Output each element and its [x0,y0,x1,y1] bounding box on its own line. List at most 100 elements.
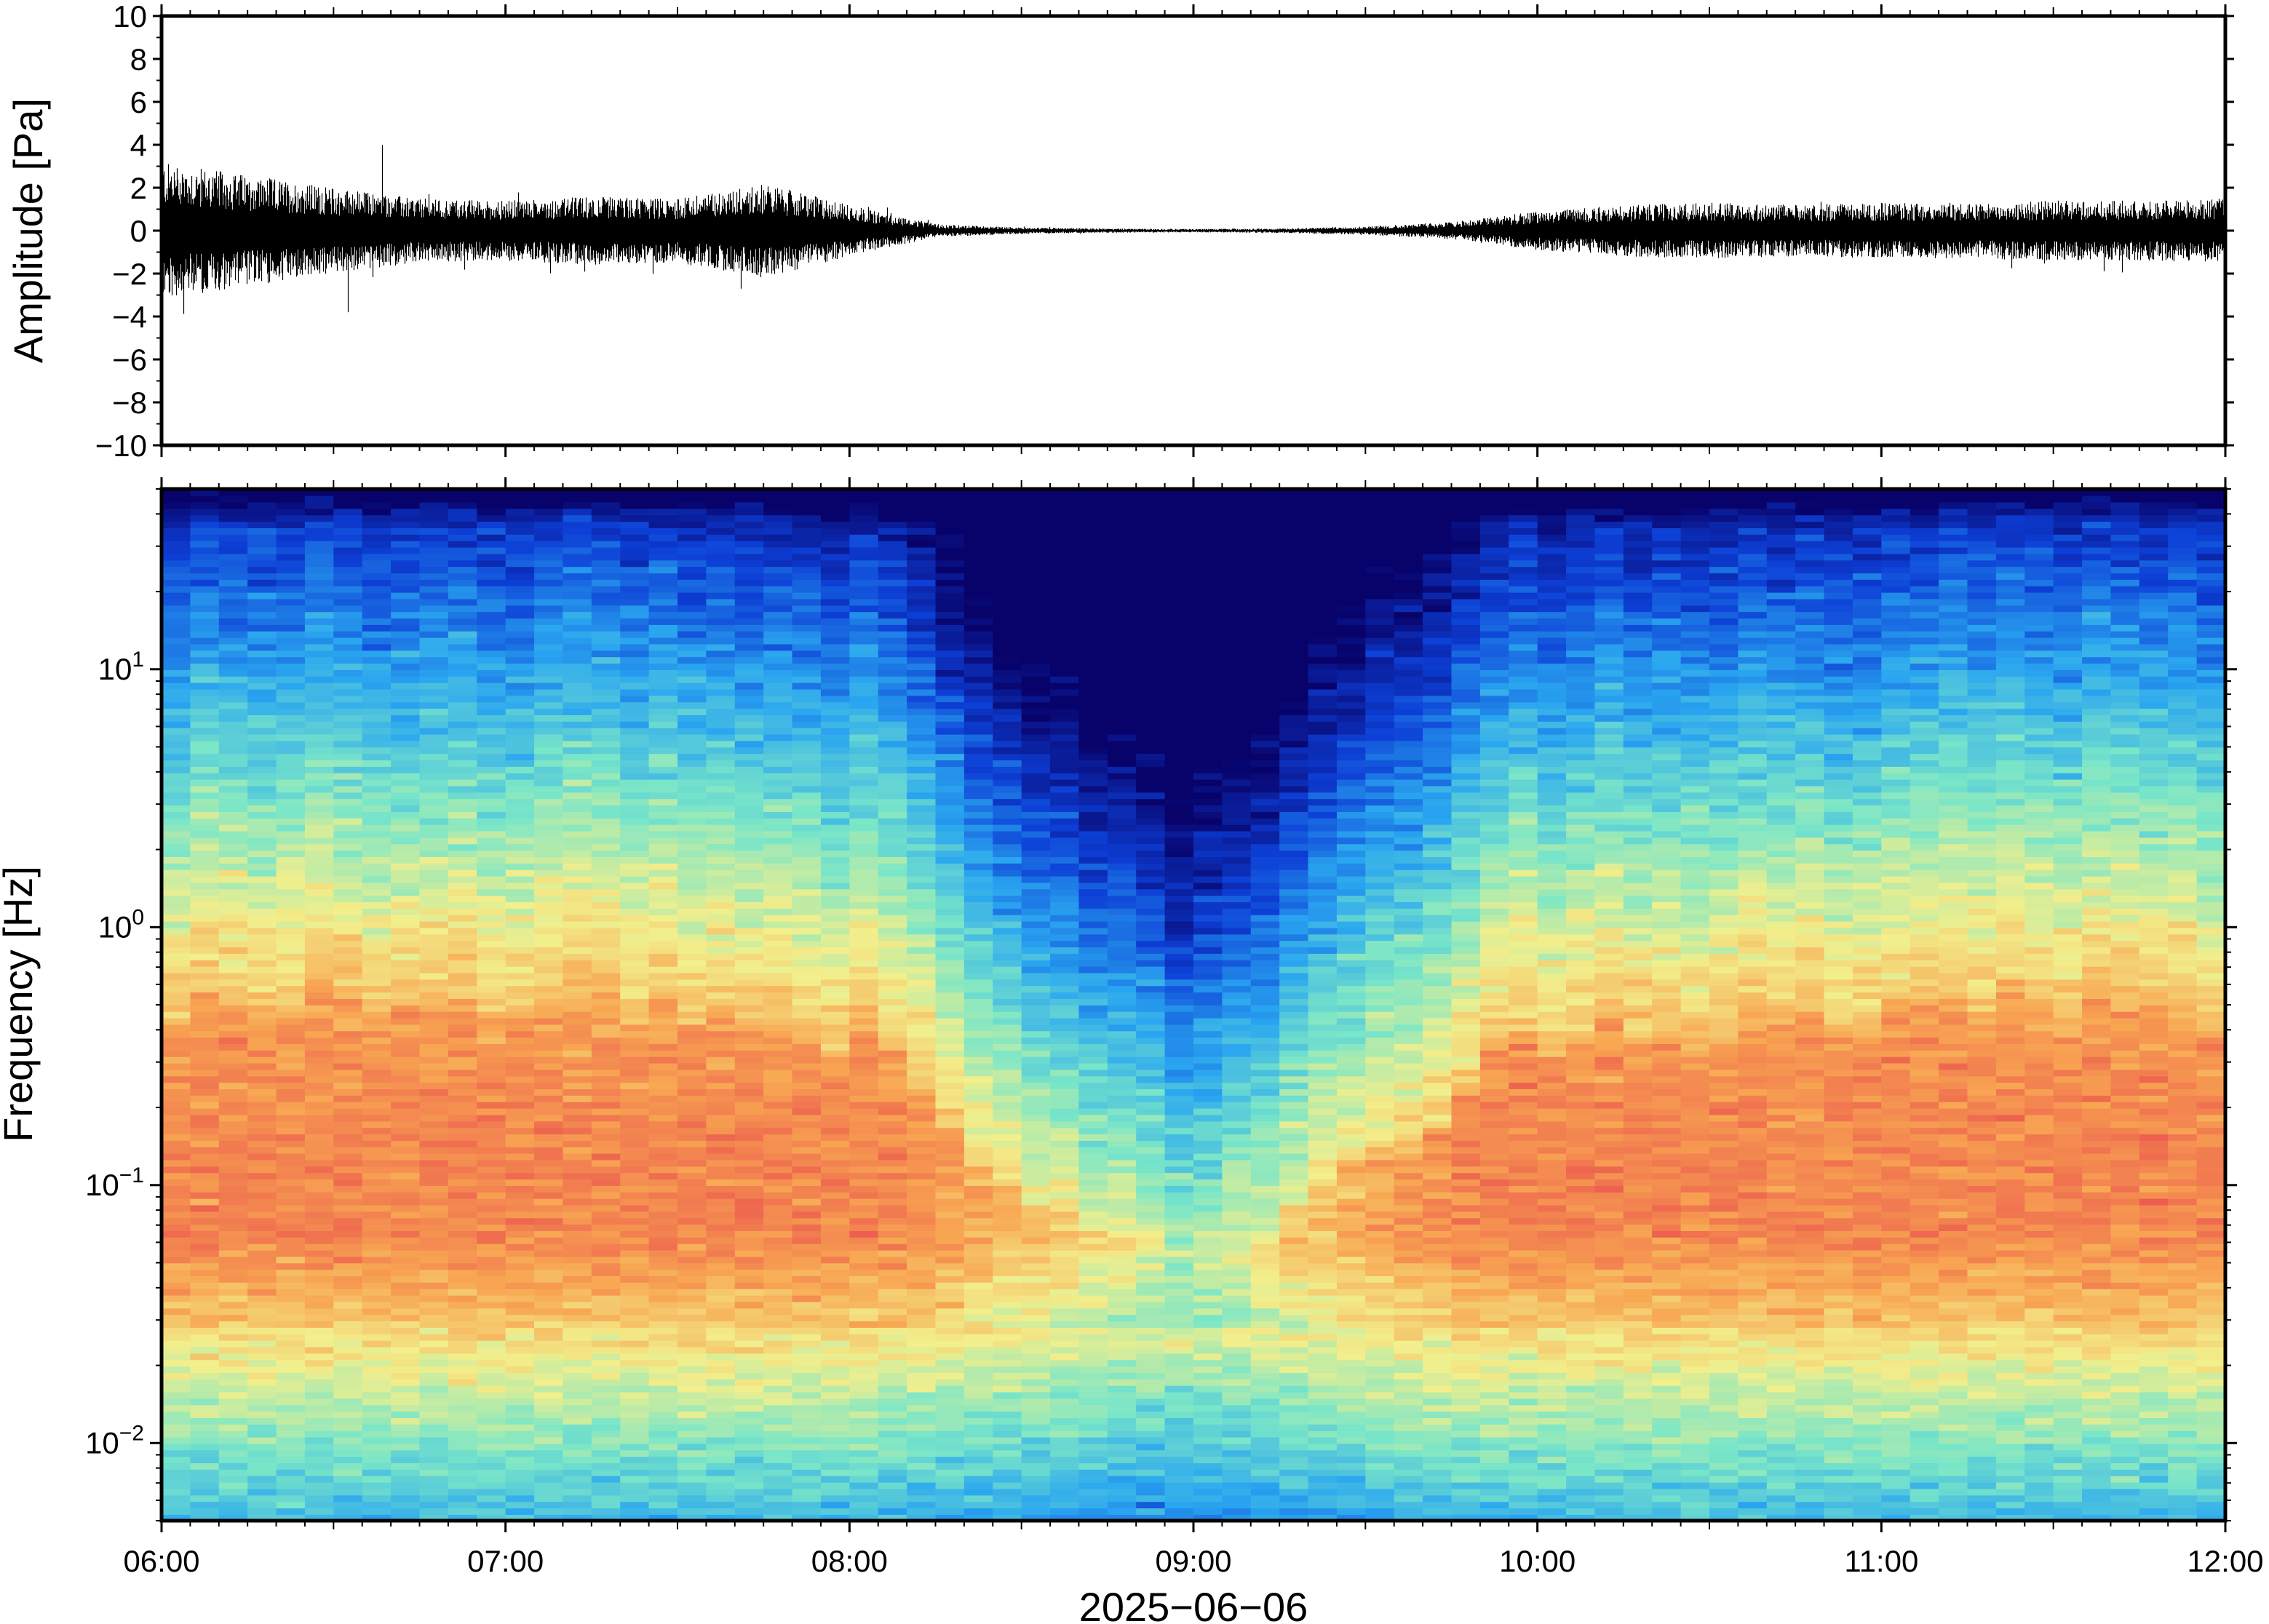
spectrogram-cell [563,1237,592,1244]
spectrogram-cell [391,1134,421,1141]
spectrogram-cell [162,1082,191,1090]
spectrogram-cell [820,966,851,974]
spectrogram-cell [677,682,707,690]
spectrogram-cell [276,1430,306,1438]
spectrogram-cell [247,953,277,960]
spectrogram-cell [276,1153,306,1161]
spectrogram-cell [993,553,1022,561]
spectrogram-cell [534,1321,564,1328]
spectrogram-cell [878,740,907,748]
spectrogram-cell [734,830,764,838]
spectrogram-cell [362,682,392,690]
spectrogram-cell [849,740,879,748]
spectrogram-cell [706,1262,736,1270]
spectrogram-cell [648,1424,678,1431]
spectrogram-cell [563,721,592,728]
spectrogram-cell [591,856,621,864]
spectrogram-cell [620,1050,650,1057]
spectrogram-cell [391,1494,421,1502]
spectrogram-cell [419,1088,449,1096]
spectrogram-cell [162,766,191,773]
spectrogram-cell [333,1230,363,1238]
spectrogram-cell [820,992,851,999]
spectrogram-cell [878,1469,907,1476]
spectrogram-cell [534,1417,564,1425]
spectrogram-cell [677,1379,707,1386]
spectrogram-cell [477,573,506,580]
spectrogram-cell [993,966,1022,974]
spectrogram-cell [362,579,392,586]
spectrogram-cell [993,1411,1022,1418]
spectrogram-cell [218,934,248,942]
spectrogram-cell [907,1243,937,1251]
spectrogram-cell [935,869,965,877]
spectrogram-cell [218,1127,248,1135]
spectrogram-cell [391,553,421,561]
spectrogram-cell [333,495,363,503]
spectrogram-cell [304,1475,335,1483]
spectrogram-cell [820,753,851,761]
spectrogram-cell [935,1462,965,1470]
spectrogram-cell [591,1204,621,1212]
spectrogram-cell [734,566,764,574]
spectrogram-cell [591,521,621,528]
spectrogram-cell [505,1024,535,1032]
spectrogram-cell [218,882,248,890]
spectrogram-cell [276,1185,306,1193]
spectrogram-cell [190,927,220,935]
spectrogram-cell [218,863,248,870]
spectrogram-cell [276,611,306,619]
spectrogram-cell [190,1056,220,1064]
spectrogram-cell [878,1192,907,1199]
spectrogram-cell [648,605,678,613]
spectrogram-cell [419,656,449,664]
spectrogram-cell [963,1372,994,1380]
spectrogram-cell [734,901,764,909]
spectrogram-cell [162,1204,191,1212]
spectrogram-cell [563,1391,592,1399]
spectrogram-cell [878,747,907,755]
spectrogram-cell [419,1069,449,1077]
spectrogram-cell [247,1050,277,1057]
spectrogram-cell [792,1095,822,1102]
spectrogram-cell [477,1314,506,1322]
spectrogram-cell [849,637,879,645]
spectrogram-cell [792,1204,822,1212]
spectrogram-cell [935,824,965,832]
spectrogram-cell [391,1204,421,1212]
spectrogram-cell [935,1005,965,1012]
spectrogram-cell [935,934,965,942]
spectrogram-cell [677,521,707,528]
spectrogram-cell [935,733,965,741]
spectrogram-cell [448,1017,478,1025]
spectrogram-cell [276,1140,306,1147]
spectrogram-cell [849,495,879,503]
spectrogram-cell [591,540,621,548]
spectrogram-cell [247,1172,277,1180]
spectrogram-cell [878,1159,907,1167]
spectrogram-cell [620,766,650,773]
spectrogram-cell [304,585,335,593]
spectrogram-cell [276,637,306,645]
spectrogram-cell [333,1314,363,1322]
spectrogram-cell [591,747,621,755]
spectrogram-cell [963,1494,994,1502]
spectrogram-cell [247,637,277,645]
spectrogram-cell [563,534,592,541]
spectrogram-cell [878,1275,907,1283]
spectrogram-cell [907,1146,937,1154]
spectrogram-cell [849,1430,879,1438]
spectrogram-cell [419,1372,449,1380]
spectrogram-cell [792,1321,822,1328]
spectrogram-cell [648,824,678,832]
spectrogram-cell [333,1340,363,1348]
spectrogram-cell [534,1249,564,1257]
spectrogram-cell [878,1301,907,1309]
spectrogram-cell [477,811,506,819]
spectrogram-cell [362,598,392,606]
spectrogram-cell [333,611,363,619]
spectrogram-cell [218,792,248,800]
spectrogram-cell [448,824,478,832]
spectrogram-cell [218,630,248,638]
spectrogram-cell [218,495,248,503]
